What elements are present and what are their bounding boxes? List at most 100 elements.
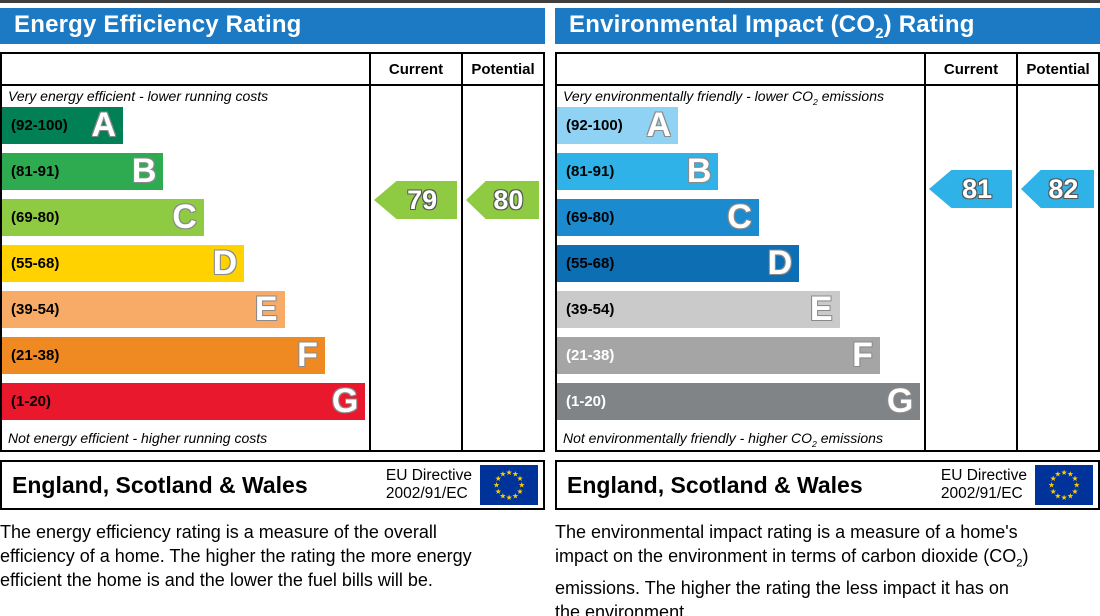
- band-range-label: (55-68): [566, 254, 615, 272]
- band-row-g: (1-20) G: [557, 381, 921, 420]
- bottom-caption: Not environmentally friendly - higher CO…: [563, 430, 883, 449]
- current-rating-arrow: 79: [374, 181, 457, 219]
- band-range-label: (1-20): [11, 392, 52, 410]
- current-column-header: Current: [924, 54, 1016, 86]
- band-row-b: (81-91) B: [2, 152, 164, 190]
- svg-text:★: ★: [517, 487, 524, 496]
- co2-subscript: 2: [813, 96, 818, 107]
- svg-text:★: ★: [495, 487, 502, 496]
- top-caption: Very energy efficient - lower running co…: [8, 88, 269, 104]
- eu-directive-label: EU Directive 2002/91/EC: [385, 466, 472, 502]
- energy-title: Energy Efficiency Rating: [14, 10, 302, 38]
- svg-text:★: ★: [495, 474, 502, 483]
- potential-rating-value: 80: [493, 184, 524, 215]
- potential-rating-value: 82: [1048, 173, 1079, 204]
- eu-directive-label: EU Directive 2002/91/EC: [940, 466, 1027, 502]
- energy-band-chart: Very energy efficient - lower running co…: [2, 86, 369, 450]
- region-label: England, Scotland & Wales: [12, 471, 308, 498]
- svg-text:★: ★: [517, 474, 524, 483]
- svg-text:★: ★: [499, 470, 506, 479]
- band-range-label: (21-38): [11, 346, 60, 364]
- potential-value-cell: 82: [1016, 86, 1098, 450]
- co2-subscript: 2: [1016, 557, 1023, 570]
- band-range-label: (81-91): [566, 162, 615, 180]
- svg-text:★: ★: [1061, 468, 1068, 477]
- band-row-d: (55-68) D: [2, 243, 245, 282]
- svg-text:★: ★: [1067, 470, 1074, 479]
- current-rating-value: 79: [407, 184, 438, 215]
- svg-text:★: ★: [1073, 481, 1080, 490]
- svg-text:★: ★: [1061, 493, 1068, 502]
- energy-title-bar: Energy Efficiency Rating: [0, 8, 545, 44]
- svg-text:★: ★: [506, 468, 513, 477]
- environment-description-text: The environmental impact rating is a mea…: [555, 522, 1029, 616]
- band-row-a: (92-100) A: [557, 105, 679, 144]
- energy-efficiency-panel: Energy Efficiency Rating Current Potenti…: [0, 8, 545, 616]
- band-letter: A: [646, 105, 672, 144]
- svg-text:★: ★: [1072, 487, 1079, 496]
- energy-description-text: The energy efficiency rating is a measur…: [0, 522, 472, 590]
- band-letter: B: [686, 151, 712, 190]
- band-row-c: (69-80) C: [557, 197, 759, 236]
- svg-text:★: ★: [1067, 491, 1074, 500]
- current-column-header: Current: [369, 54, 461, 86]
- band-range-label: (55-68): [11, 254, 60, 272]
- svg-text:★: ★: [512, 470, 519, 479]
- band-row-d: (55-68) D: [557, 244, 800, 282]
- bottom-caption: Not energy efficient - higher running co…: [8, 430, 268, 446]
- band-letter: C: [727, 197, 752, 236]
- band-letter: C: [172, 197, 197, 236]
- energy-rating-table: Current Potential Very energy efficient …: [0, 52, 545, 452]
- title-subscript: 2: [875, 25, 884, 42]
- band-range-label: (39-54): [566, 300, 615, 318]
- band-row-a: (92-100) A: [2, 105, 124, 144]
- potential-column-header: Potential: [461, 54, 543, 86]
- band-letter: G: [886, 381, 914, 420]
- band-row-e: (39-54) E: [557, 289, 840, 328]
- band-letter: E: [809, 289, 833, 328]
- current-value-cell: 79: [369, 86, 461, 450]
- svg-text:★: ★: [512, 491, 519, 500]
- band-range-label: (1-20): [566, 392, 607, 410]
- band-range-label: (69-80): [566, 208, 615, 226]
- environmental-impact-panel: Environmental Impact (CO2) Rating Curren…: [555, 8, 1100, 616]
- region-label: England, Scotland & Wales: [567, 471, 863, 498]
- environment-title: Environmental Impact (CO2) Rating: [569, 10, 975, 42]
- band-row-e: (39-54) E: [2, 290, 285, 328]
- svg-text:★: ★: [493, 481, 500, 490]
- svg-text:★: ★: [1050, 487, 1057, 496]
- svg-text:★: ★: [1072, 474, 1079, 483]
- potential-column-header: Potential: [1016, 54, 1098, 86]
- band-row-c: (69-80) C: [2, 197, 204, 236]
- band-letter: G: [331, 381, 359, 420]
- band-range-label: (92-100): [566, 116, 623, 134]
- band-letter: D: [212, 243, 238, 282]
- current-value-cell: 81: [924, 86, 1016, 450]
- band-range-label: (92-100): [11, 116, 68, 134]
- band-range-label: (69-80): [11, 208, 60, 226]
- band-row-f: (21-38) F: [2, 336, 325, 374]
- svg-text:★: ★: [518, 481, 525, 490]
- epc-charts-container: Energy Efficiency Rating Current Potenti…: [0, 8, 1100, 616]
- environment-band-chart: Very environmentally friendly - lower CO…: [557, 86, 924, 450]
- current-rating-arrow: 81: [929, 170, 1012, 208]
- band-row-f: (21-38) F: [557, 336, 880, 374]
- table-corner-cell: [557, 54, 924, 86]
- band-range-label: (21-38): [566, 346, 615, 364]
- svg-text:★: ★: [1050, 474, 1057, 483]
- eu-flag-icon: ★ ★★★★★★★★★★★: [480, 465, 538, 505]
- band-range-label: (39-54): [11, 300, 60, 318]
- potential-value-cell: 80: [461, 86, 543, 450]
- band-range-label: (81-91): [11, 162, 60, 180]
- current-rating-value: 81: [962, 173, 993, 204]
- environment-rating-table: Current Potential Very environmentally f…: [555, 52, 1100, 452]
- top-border-line: [0, 0, 1100, 3]
- top-caption: Very environmentally friendly - lower CO…: [563, 88, 884, 107]
- eu-flag-icon: ★ ★★★★★★★★★★★: [1035, 465, 1093, 505]
- svg-text:★: ★: [1054, 470, 1061, 479]
- energy-footer-bar: England, Scotland & Wales EU Directive 2…: [0, 460, 545, 510]
- band-letter: A: [91, 105, 117, 144]
- svg-text:★: ★: [1054, 491, 1061, 500]
- potential-rating-arrow: 80: [466, 181, 539, 219]
- band-row-b: (81-91) B: [557, 151, 719, 190]
